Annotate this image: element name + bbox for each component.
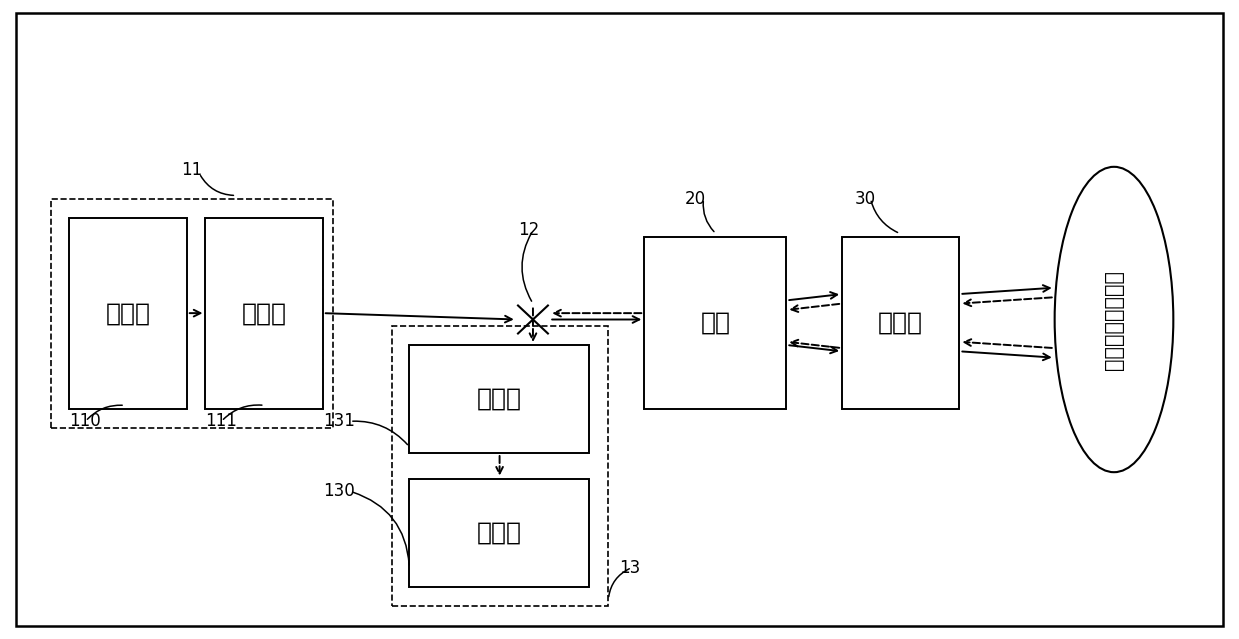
Text: 110: 110 (69, 412, 102, 430)
Text: 13: 13 (620, 558, 641, 576)
Bar (51, 199, 333, 427)
Bar (409, 345, 589, 453)
Text: 111: 111 (206, 412, 237, 430)
Text: 131: 131 (323, 412, 354, 430)
Text: 130: 130 (323, 482, 354, 500)
Text: 20: 20 (685, 190, 706, 208)
Text: 聚焦镜: 聚焦镜 (477, 387, 522, 411)
Bar (392, 326, 608, 606)
Text: 振镜: 振镜 (700, 311, 730, 335)
Text: 12: 12 (518, 222, 539, 240)
Text: 准直镜: 准直镜 (242, 301, 286, 325)
Text: 激光源: 激光源 (105, 301, 151, 325)
Bar (409, 479, 589, 587)
Bar (206, 218, 323, 408)
Text: 11: 11 (181, 161, 202, 179)
Bar (644, 237, 787, 408)
Text: 扩束镜: 扩束镜 (878, 311, 923, 335)
Text: 探测器: 探测器 (477, 521, 522, 544)
Text: 探测区域内的物体: 探测区域内的物体 (1104, 270, 1124, 369)
Bar (843, 237, 959, 408)
Text: 30: 30 (855, 190, 876, 208)
Ellipse shape (1054, 167, 1173, 472)
Bar (69, 218, 187, 408)
